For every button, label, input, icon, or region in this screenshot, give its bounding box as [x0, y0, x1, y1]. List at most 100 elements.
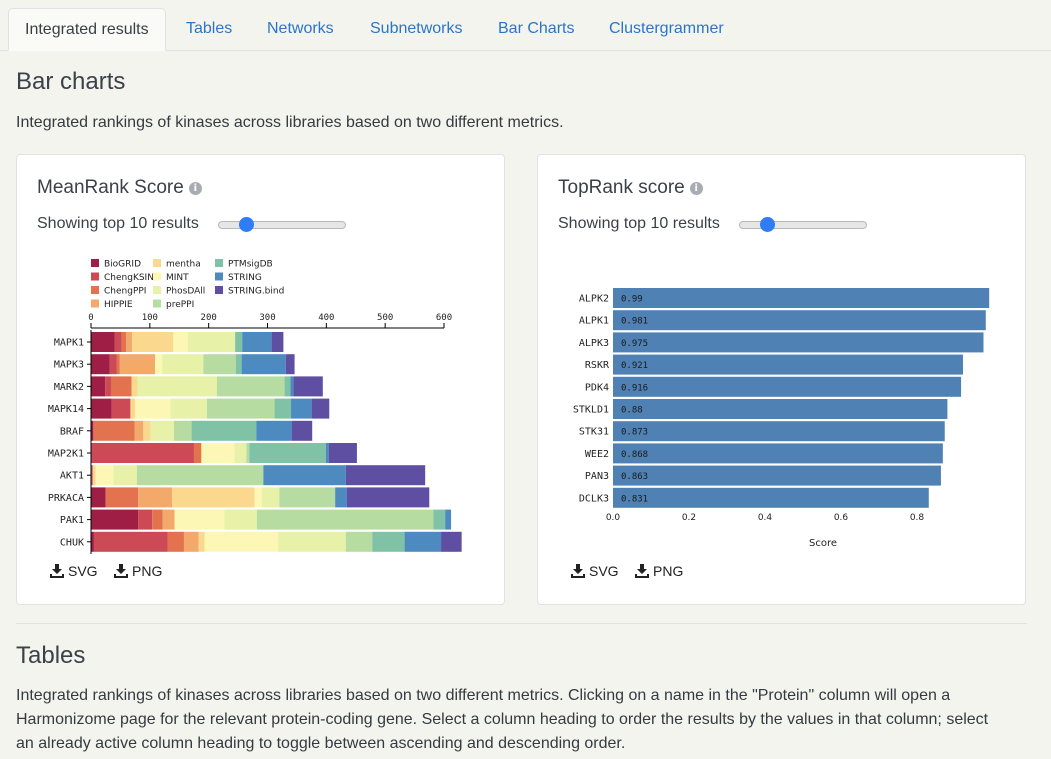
bar[interactable] — [613, 487, 929, 508]
tab-tables[interactable]: Tables — [186, 20, 233, 37]
tab-bar-charts[interactable]: Bar Charts — [498, 20, 575, 37]
bar-segment[interactable] — [91, 531, 94, 552]
bar-segment[interactable] — [95, 465, 114, 486]
bar[interactable] — [613, 376, 962, 397]
tab-integrated-results[interactable]: Integrated results — [8, 8, 166, 51]
bar-segment[interactable] — [162, 509, 175, 530]
tab-subnetworks[interactable]: Subnetworks — [370, 20, 463, 37]
info-icon[interactable]: i — [188, 182, 202, 195]
bar-segment[interactable] — [105, 487, 139, 508]
bar-segment[interactable] — [278, 531, 346, 552]
bar-segment[interactable] — [91, 443, 194, 463]
bar-segment[interactable] — [291, 420, 313, 441]
bar[interactable] — [613, 332, 984, 353]
bar-segment[interactable] — [346, 487, 430, 508]
bar-segment[interactable] — [93, 420, 135, 441]
bar-segment[interactable] — [167, 531, 184, 552]
tab-clustergrammer[interactable]: Clustergrammer — [609, 20, 724, 37]
toprank-download-png-button[interactable]: PNG — [635, 563, 683, 579]
meanrank-top-n-slider[interactable] — [218, 217, 346, 232]
meanrank-download-png-button[interactable]: PNG — [114, 563, 162, 579]
bar-segment[interactable] — [138, 509, 153, 530]
info-icon[interactable]: i — [689, 182, 703, 195]
bar-segment[interactable] — [173, 332, 189, 352]
bar-segment[interactable] — [404, 531, 442, 552]
bar[interactable] — [613, 399, 948, 419]
bar-segment[interactable] — [113, 465, 137, 486]
bar-segment[interactable] — [191, 420, 257, 441]
bar-segment[interactable] — [121, 332, 127, 352]
bar-segment[interactable] — [345, 531, 373, 552]
bar[interactable] — [613, 465, 941, 486]
bar-segment[interactable] — [202, 443, 235, 463]
bar-segment[interactable] — [256, 420, 292, 441]
bar-segment[interactable] — [116, 354, 120, 375]
bar-segment[interactable] — [242, 332, 272, 352]
bar-segment[interactable] — [201, 443, 203, 463]
bar-segment[interactable] — [254, 487, 262, 508]
toprank-download-svg-button[interactable]: SVG — [571, 563, 619, 579]
bar-segment[interactable] — [271, 332, 284, 352]
bar-segment[interactable] — [311, 398, 330, 419]
bar-segment[interactable] — [204, 531, 279, 552]
bar-segment[interactable] — [234, 443, 247, 463]
bar-segment[interactable] — [206, 398, 275, 419]
bar-segment[interactable] — [328, 443, 357, 463]
bar-segment[interactable] — [279, 487, 336, 508]
bar-segment[interactable] — [291, 398, 312, 419]
bar-segment[interactable] — [290, 376, 294, 397]
bar-segment[interactable] — [91, 465, 93, 486]
bar-segment[interactable] — [143, 420, 151, 441]
bar-segment[interactable] — [433, 509, 446, 530]
bar-segment[interactable] — [91, 376, 106, 397]
bar-segment[interactable] — [91, 332, 115, 352]
toprank-top-n-slider[interactable] — [739, 217, 867, 232]
bar[interactable] — [613, 421, 945, 442]
bar-segment[interactable] — [150, 420, 174, 441]
bar-segment[interactable] — [111, 376, 132, 397]
bar-segment[interactable] — [136, 465, 264, 486]
bar-segment[interactable] — [126, 332, 133, 352]
bar-segment[interactable] — [119, 354, 156, 375]
bar-segment[interactable] — [131, 376, 138, 397]
bar-segment[interactable] — [111, 398, 131, 419]
bar[interactable] — [613, 443, 943, 464]
bar-segment[interactable] — [170, 398, 207, 419]
bar-segment[interactable] — [235, 354, 242, 375]
bar-segment[interactable] — [172, 487, 255, 508]
bar-segment[interactable] — [91, 354, 110, 375]
bar-segment[interactable] — [105, 376, 112, 397]
bar-segment[interactable] — [193, 443, 202, 463]
bar-segment[interactable] — [224, 509, 257, 530]
bar-segment[interactable] — [284, 376, 291, 397]
bar-segment[interactable] — [138, 487, 173, 508]
bar-segment[interactable] — [293, 376, 323, 397]
bar-segment[interactable] — [91, 420, 94, 441]
tab-networks[interactable]: Networks — [267, 20, 334, 37]
bar-segment[interactable] — [246, 443, 250, 463]
bar-segment[interactable] — [134, 420, 144, 441]
bar-segment[interactable] — [91, 509, 139, 530]
bar-segment[interactable] — [249, 443, 326, 463]
bar-segment[interactable] — [91, 487, 106, 508]
bar-segment[interactable] — [285, 354, 295, 375]
bar-segment[interactable] — [188, 332, 236, 352]
bar[interactable] — [613, 354, 963, 375]
bar-segment[interactable] — [256, 509, 434, 530]
bar-segment[interactable] — [91, 398, 112, 419]
bar-segment[interactable] — [216, 376, 285, 397]
bar-segment[interactable] — [130, 398, 136, 419]
bar-segment[interactable] — [241, 354, 286, 375]
bar-segment[interactable] — [155, 354, 163, 375]
bar-segment[interactable] — [335, 487, 347, 508]
bar-segment[interactable] — [173, 420, 192, 441]
bar[interactable] — [613, 288, 990, 308]
bar-segment[interactable] — [372, 531, 405, 552]
bar-segment[interactable] — [152, 509, 163, 530]
meanrank-download-svg-button[interactable]: SVG — [50, 563, 98, 579]
bar-segment[interactable] — [261, 487, 280, 508]
bar-segment[interactable] — [93, 531, 168, 552]
bar-segment[interactable] — [109, 354, 117, 375]
bar-segment[interactable] — [325, 443, 329, 463]
bar-segment[interactable] — [162, 354, 204, 375]
